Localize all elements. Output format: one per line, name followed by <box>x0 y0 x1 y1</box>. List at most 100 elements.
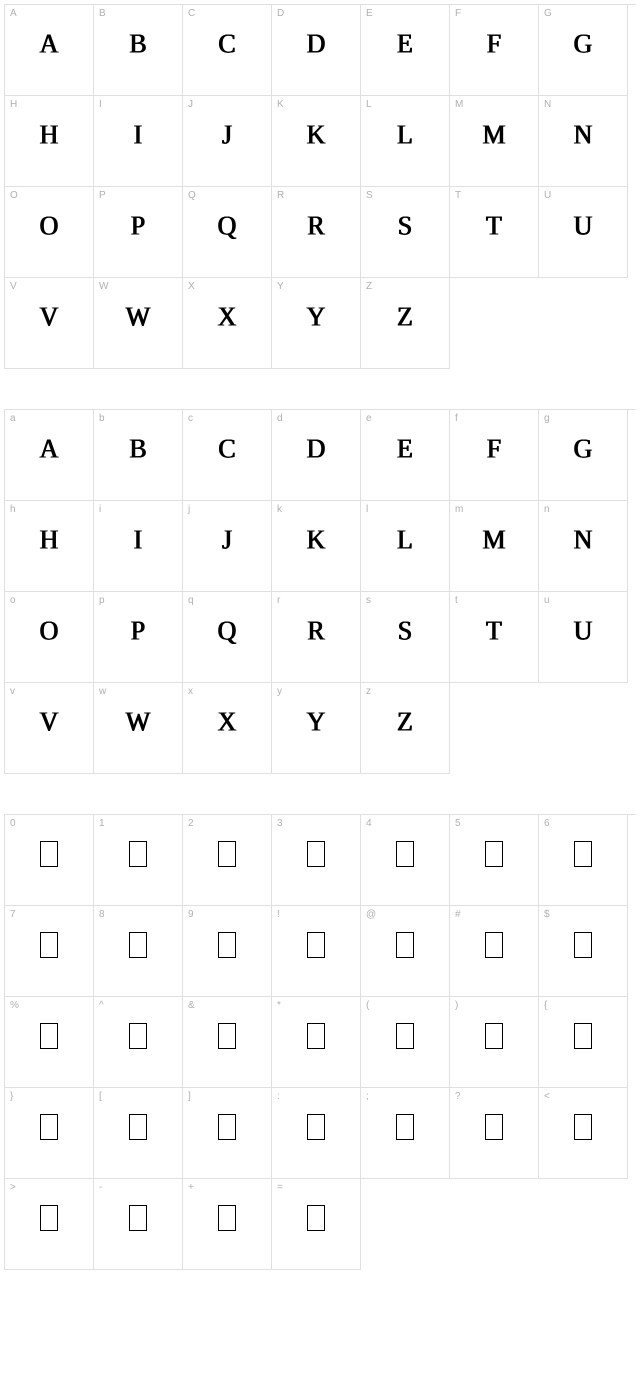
glyph-cell[interactable]: + <box>183 1179 272 1270</box>
cell-label: 3 <box>277 818 283 829</box>
glyph-cell[interactable]: ? <box>450 1088 539 1179</box>
glyph-cell[interactable]: HH <box>5 96 94 187</box>
glyph-cell[interactable]: tT <box>450 592 539 683</box>
glyph-cell[interactable]: pP <box>94 592 183 683</box>
glyph-cell[interactable]: - <box>94 1179 183 1270</box>
glyph-cell[interactable]: dD <box>272 410 361 501</box>
glyph-cell[interactable]: aA <box>5 410 94 501</box>
glyph-cell[interactable]: DD <box>272 5 361 96</box>
glyph-cell[interactable]: RR <box>272 187 361 278</box>
glyph: Y <box>307 303 326 330</box>
glyph-cell[interactable]: uU <box>539 592 628 683</box>
glyph-cell[interactable]: ZZ <box>361 278 450 369</box>
glyph-cell[interactable]: 7 <box>5 906 94 997</box>
glyph-cell[interactable]: wW <box>94 683 183 774</box>
cell-label: ( <box>366 1000 369 1011</box>
glyph-cell[interactable]: 6 <box>539 815 628 906</box>
glyph-cell[interactable]: * <box>272 997 361 1088</box>
glyph-cell[interactable]: 0 <box>5 815 94 906</box>
glyph-cell[interactable]: KK <box>272 96 361 187</box>
cell-label: t <box>455 595 458 606</box>
glyph-cell[interactable]: fF <box>450 410 539 501</box>
glyph-cell[interactable]: LL <box>361 96 450 187</box>
glyph: K <box>307 526 326 553</box>
cell-label: G <box>544 8 552 19</box>
glyph-cell[interactable]: rR <box>272 592 361 683</box>
glyph-cell[interactable]: = <box>272 1179 361 1270</box>
glyph-cell[interactable]: 3 <box>272 815 361 906</box>
glyph-cell[interactable]: XX <box>183 278 272 369</box>
glyph-cell[interactable]: ^ <box>94 997 183 1088</box>
cell-label: x <box>188 686 193 697</box>
glyph-cell[interactable]: jJ <box>183 501 272 592</box>
glyph-cell[interactable]: 2 <box>183 815 272 906</box>
glyph-cell[interactable]: eE <box>361 410 450 501</box>
glyph-cell[interactable]: $ <box>539 906 628 997</box>
glyph-cell[interactable]: 5 <box>450 815 539 906</box>
glyph-cell[interactable]: 8 <box>94 906 183 997</box>
glyph-cell[interactable]: MM <box>450 96 539 187</box>
glyph-cell[interactable]: GG <box>539 5 628 96</box>
glyph-cell[interactable]: # <box>450 906 539 997</box>
glyph-cell[interactable]: YY <box>272 278 361 369</box>
cell-label: P <box>99 190 106 201</box>
glyph-cell[interactable]: II <box>94 96 183 187</box>
glyph-cell[interactable]: { <box>539 997 628 1088</box>
glyph: H <box>40 121 59 148</box>
glyph-cell[interactable]: lL <box>361 501 450 592</box>
glyph-cell[interactable]: OO <box>5 187 94 278</box>
glyph-cell[interactable]: BB <box>94 5 183 96</box>
missing-glyph-box <box>129 1023 147 1049</box>
glyph-cell[interactable]: JJ <box>183 96 272 187</box>
glyph-cell[interactable]: gG <box>539 410 628 501</box>
glyph-cell[interactable]: 4 <box>361 815 450 906</box>
glyph-cell[interactable]: 9 <box>183 906 272 997</box>
glyph-cell[interactable]: nN <box>539 501 628 592</box>
glyph-cell[interactable]: 1 <box>94 815 183 906</box>
glyph-cell[interactable]: bB <box>94 410 183 501</box>
glyph-cell[interactable]: % <box>5 997 94 1088</box>
glyph-cell[interactable]: zZ <box>361 683 450 774</box>
missing-glyph-box <box>485 1114 503 1140</box>
cell-label: O <box>10 190 18 201</box>
glyph-cell[interactable]: hH <box>5 501 94 592</box>
glyph-cell[interactable]: iI <box>94 501 183 592</box>
glyph-cell[interactable]: ] <box>183 1088 272 1179</box>
glyph-cell[interactable]: @ <box>361 906 450 997</box>
glyph-cell[interactable]: ) <box>450 997 539 1088</box>
glyph-cell[interactable]: NN <box>539 96 628 187</box>
glyph-cell[interactable]: yY <box>272 683 361 774</box>
glyph-cell[interactable]: sS <box>361 592 450 683</box>
glyph-cell[interactable]: ! <box>272 906 361 997</box>
glyph-cell[interactable]: cC <box>183 410 272 501</box>
glyph-cell[interactable]: < <box>539 1088 628 1179</box>
glyph-cell[interactable]: AA <box>5 5 94 96</box>
cell-label: 2 <box>188 818 194 829</box>
glyph-cell[interactable]: & <box>183 997 272 1088</box>
glyph-cell[interactable]: ; <box>361 1088 450 1179</box>
missing-glyph-box <box>40 1023 58 1049</box>
glyph-cell[interactable]: SS <box>361 187 450 278</box>
glyph-cell[interactable]: ( <box>361 997 450 1088</box>
glyph-cell[interactable]: kK <box>272 501 361 592</box>
glyph-cell[interactable]: } <box>5 1088 94 1179</box>
cell-label: ^ <box>99 1000 104 1011</box>
glyph-cell[interactable]: PP <box>94 187 183 278</box>
glyph-cell[interactable]: qQ <box>183 592 272 683</box>
glyph-cell[interactable]: : <box>272 1088 361 1179</box>
glyph-cell[interactable]: [ <box>94 1088 183 1179</box>
glyph-cell[interactable]: CC <box>183 5 272 96</box>
glyph: C <box>218 30 235 57</box>
glyph-cell[interactable]: FF <box>450 5 539 96</box>
glyph-cell[interactable]: TT <box>450 187 539 278</box>
glyph-cell[interactable]: VV <box>5 278 94 369</box>
glyph-cell[interactable]: WW <box>94 278 183 369</box>
glyph-cell[interactable]: vV <box>5 683 94 774</box>
glyph-cell[interactable]: UU <box>539 187 628 278</box>
glyph-cell[interactable]: oO <box>5 592 94 683</box>
glyph-cell[interactable]: EE <box>361 5 450 96</box>
glyph-cell[interactable]: > <box>5 1179 94 1270</box>
glyph-cell[interactable]: mM <box>450 501 539 592</box>
glyph-cell[interactable]: xX <box>183 683 272 774</box>
glyph-cell[interactable]: QQ <box>183 187 272 278</box>
